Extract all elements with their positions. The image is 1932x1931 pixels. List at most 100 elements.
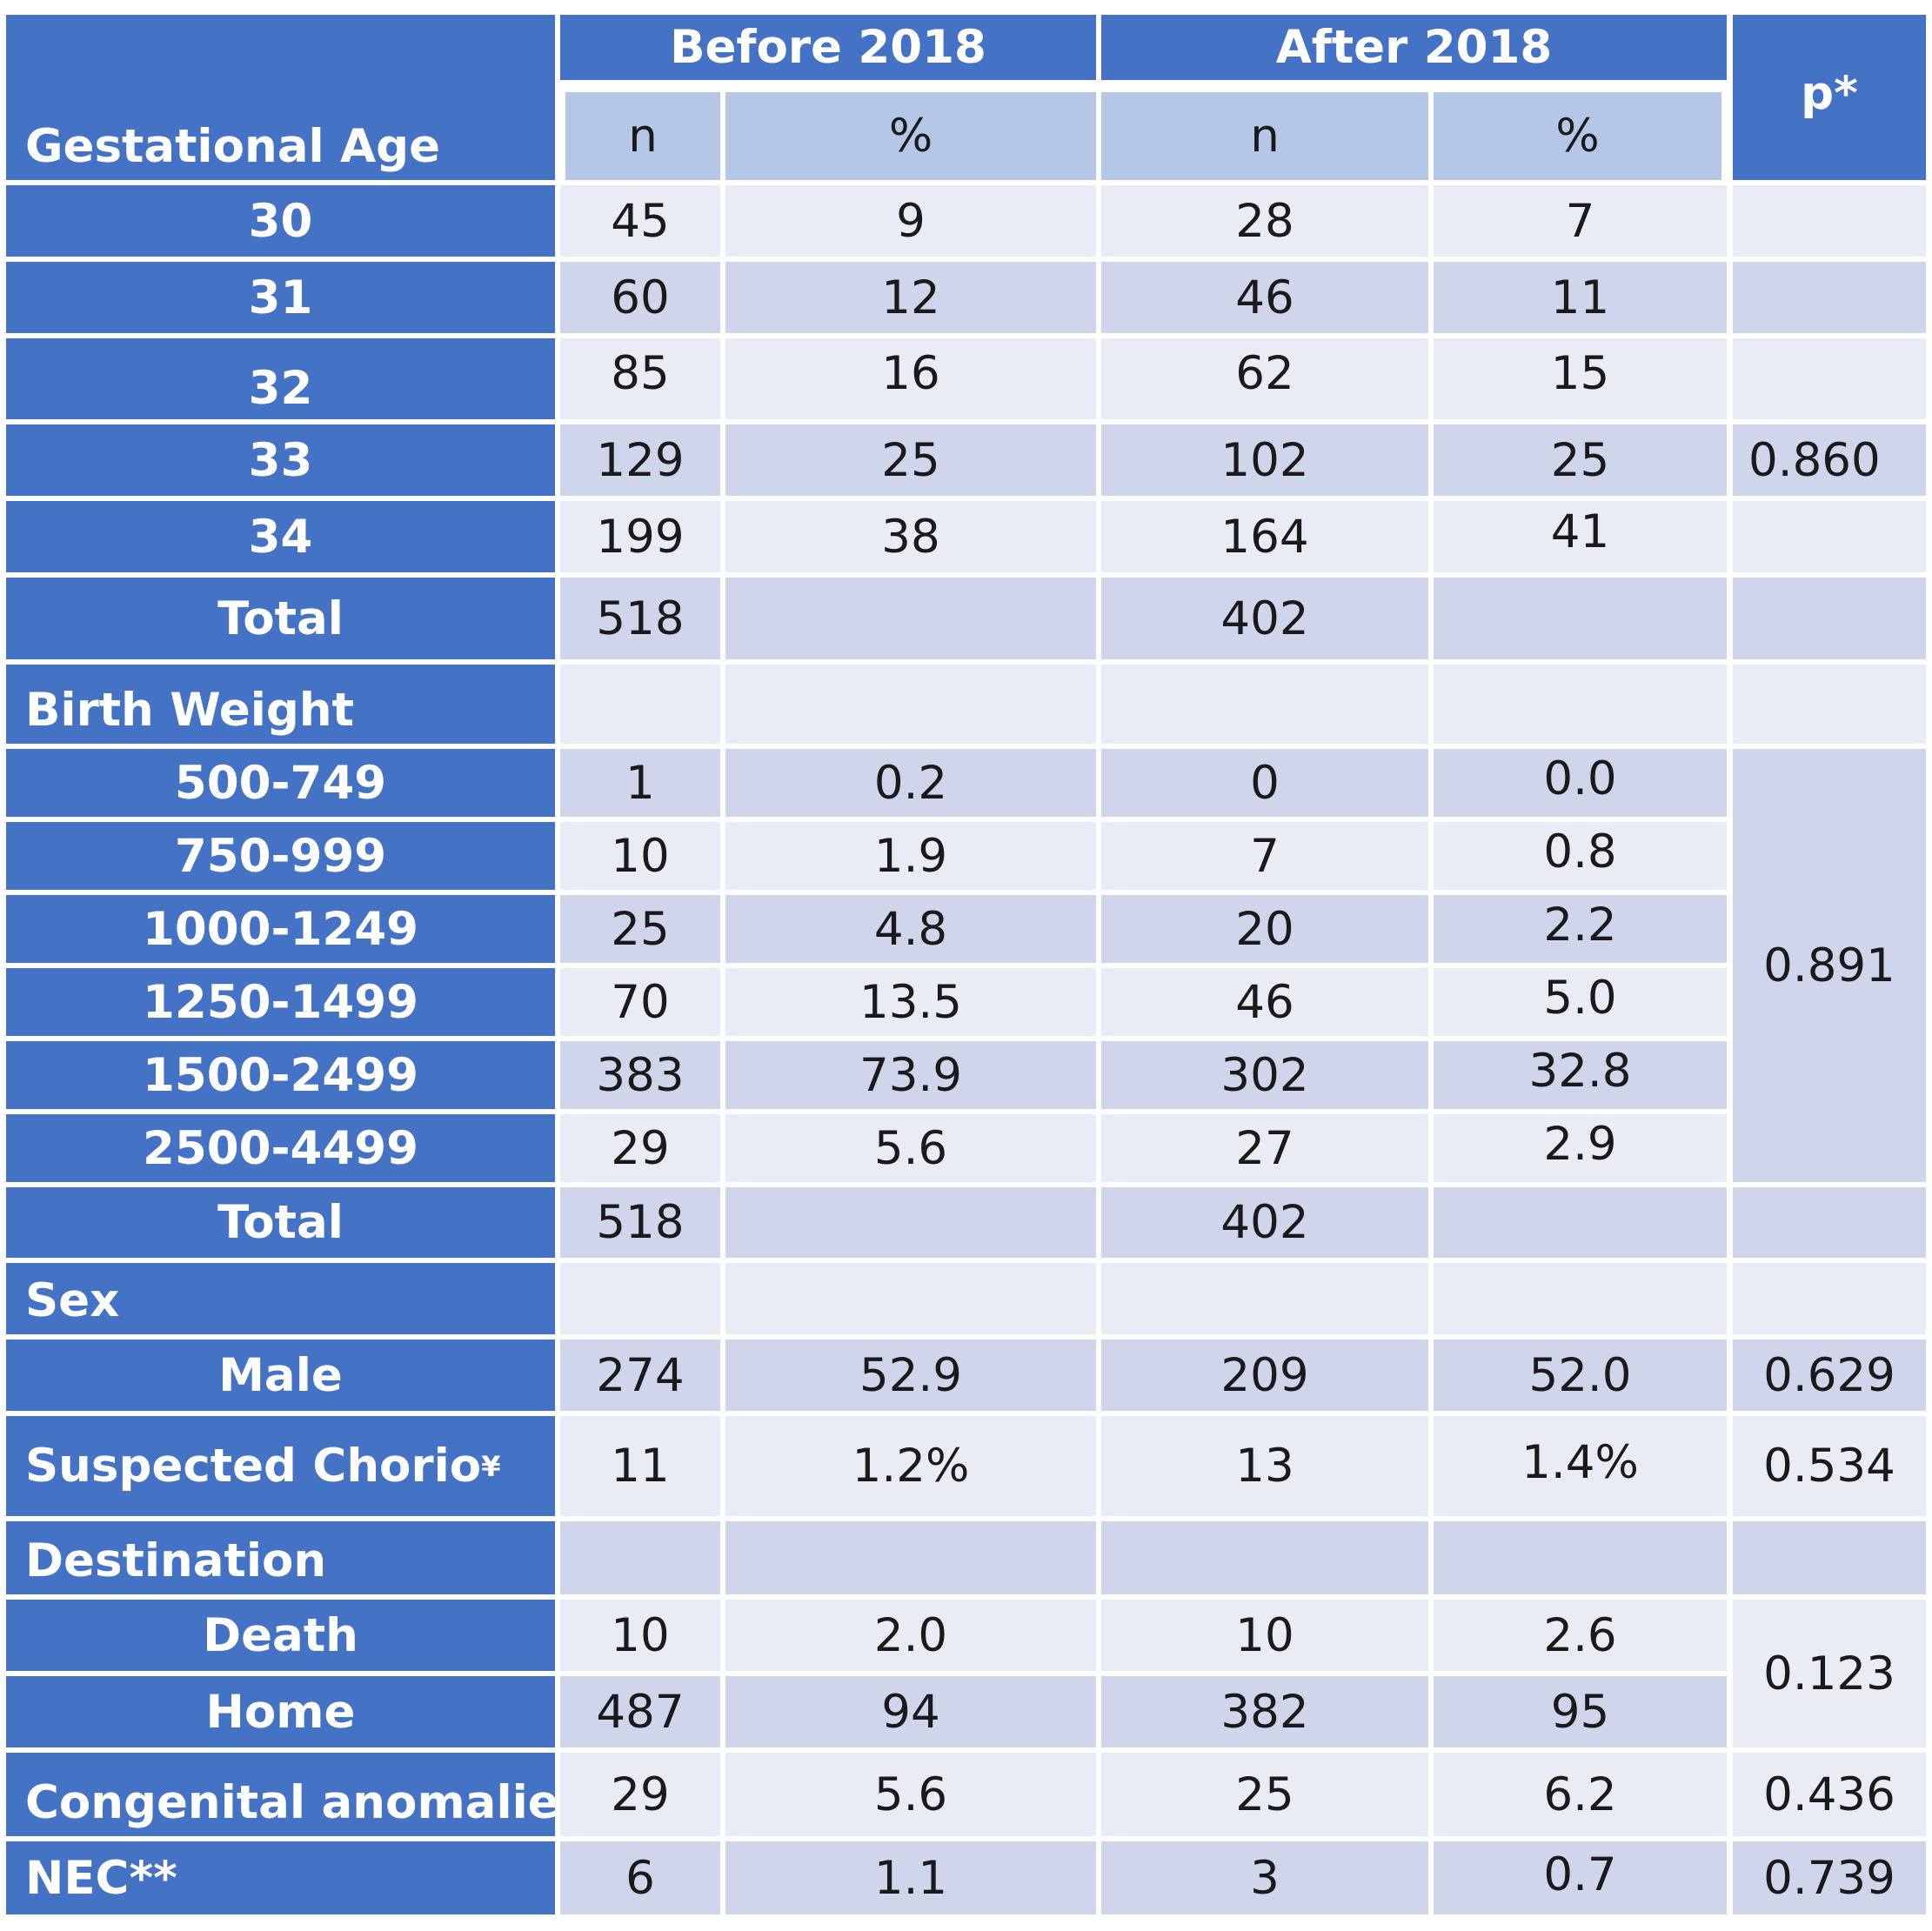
before-n-cell: 383	[557, 1038, 724, 1112]
before-pct-cell: 0.2	[722, 745, 1100, 820]
row-label: 31	[3, 258, 558, 337]
before-pct-cell: 25	[722, 421, 1100, 499]
p-value-cell: 0.436	[1729, 1749, 1929, 1840]
row-label: 30	[3, 182, 558, 260]
before-n-cell: 487	[557, 1673, 724, 1751]
row-label: Death	[3, 1596, 558, 1674]
before-n-cell: 10	[557, 1596, 724, 1674]
before-pct-cell: 16	[722, 335, 1100, 423]
after-pct-cell: 52.0	[1430, 1336, 1730, 1414]
empty-cell	[722, 661, 1100, 747]
empty-cell	[1098, 1518, 1432, 1598]
row-label: NEC**	[3, 1838, 558, 1918]
after-pct-cell: 15	[1430, 335, 1730, 423]
before-n-cell: 10	[557, 819, 724, 893]
p-value-header: p*	[1729, 11, 1929, 184]
row-label: Home	[3, 1673, 558, 1751]
before-pct-cell: 5.6	[722, 1749, 1100, 1840]
after-n-cell: 3	[1098, 1838, 1432, 1918]
p-value-cell	[1729, 182, 1929, 260]
row-label: 32	[3, 335, 558, 423]
empty-cell	[722, 1518, 1100, 1598]
empty-cell	[1430, 1518, 1730, 1598]
after-pct-cell: 0.0	[1430, 745, 1730, 820]
before-n-cell: 85	[557, 335, 724, 423]
after-pct-cell: 11	[1430, 258, 1730, 337]
after-n-cell: 10	[1098, 1596, 1432, 1674]
before-pct-cell: 52.9	[722, 1336, 1100, 1414]
after-pct-cell: 2.6	[1430, 1596, 1730, 1674]
empty-cell	[1098, 661, 1432, 747]
before-n-cell: 6	[557, 1838, 724, 1918]
gestational-age-header: Gestational Age	[3, 11, 558, 184]
destination-p-value: 0.123	[1729, 1596, 1929, 1751]
after-pct-cell: 2.9	[1430, 1111, 1730, 1186]
row-label: 750-999	[3, 819, 558, 893]
after-pct-cell: 1.4%	[1430, 1413, 1730, 1520]
empty-cell	[1430, 661, 1730, 747]
empty-cell	[557, 1518, 724, 1598]
p-value-cell: 0.629	[1729, 1336, 1929, 1414]
before-2018-header: Before 2018	[557, 11, 1100, 84]
after-n-cell: 7	[1098, 819, 1432, 893]
before-pct-cell: 94	[722, 1673, 1100, 1751]
after-n-cell: 20	[1098, 892, 1432, 966]
row-label: 500-749	[3, 745, 558, 820]
before-pct-cell: 13.5	[722, 965, 1100, 1039]
empty-cell	[1729, 1518, 1929, 1598]
row-label: 2500-4499	[3, 1111, 558, 1186]
after-n-cell: 25	[1098, 1749, 1432, 1840]
section-label: Sex	[3, 1259, 558, 1338]
p-value-cell	[1729, 574, 1929, 663]
before-n-cell: 518	[557, 574, 724, 663]
after-pct-cell: 32.8	[1430, 1038, 1730, 1112]
row-label: 1500-2499	[3, 1038, 558, 1112]
p-value-cell	[1729, 258, 1929, 337]
before-pct-cell: 1.1	[722, 1838, 1100, 1918]
after-n-cell: 28	[1098, 182, 1432, 260]
after-n-cell: 27	[1098, 1111, 1432, 1186]
empty-cell	[1098, 1259, 1432, 1338]
row-label: 33	[3, 421, 558, 499]
before-pct-cell: 2.0	[722, 1596, 1100, 1674]
empty-cell	[1729, 1259, 1929, 1338]
after-pct-cell	[1430, 574, 1730, 663]
section-label: Birth Weight	[3, 661, 558, 747]
before-pct-cell: 73.9	[722, 1038, 1100, 1112]
after-pct-cell	[1430, 1184, 1730, 1261]
before-pct-cell: 1.9	[722, 819, 1100, 893]
after-pct-cell: 95	[1430, 1673, 1730, 1751]
after-n-cell: 402	[1098, 1184, 1432, 1261]
empty-cell	[557, 1259, 724, 1338]
before-n-cell: 199	[557, 498, 724, 576]
after-pct-cell: 0.7	[1430, 1838, 1730, 1918]
after-n-cell: 46	[1098, 965, 1432, 1039]
before-n-cell: 60	[557, 258, 724, 337]
before-pct-header: %	[722, 84, 1100, 184]
after-pct-cell: 6.2	[1430, 1749, 1730, 1840]
before-n-cell: 274	[557, 1336, 724, 1414]
before-n-cell: 45	[557, 182, 724, 260]
after-2018-header: After 2018	[1098, 11, 1730, 84]
after-pct-cell: 41	[1430, 498, 1730, 576]
row-label: 1000-1249	[3, 892, 558, 966]
before-pct-cell	[722, 1184, 1100, 1261]
p-value-cell: 0.534	[1729, 1413, 1929, 1520]
before-pct-cell: 12	[722, 258, 1100, 337]
before-n-cell: 11	[557, 1413, 724, 1520]
row-label: Total	[3, 574, 558, 663]
row-label: Congenital anomalies	[3, 1749, 586, 1840]
chorio-label-text: Suspected Chorio	[25, 1440, 482, 1493]
p-value-cell	[1729, 335, 1929, 423]
p-value-cell	[1729, 498, 1929, 576]
p-value-cell	[1729, 1184, 1929, 1261]
empty-cell	[722, 1259, 1100, 1338]
row-label: Total	[3, 1184, 558, 1261]
section-label: Destination	[3, 1518, 558, 1598]
empty-cell	[1729, 661, 1929, 747]
after-pct-cell: 0.8	[1430, 819, 1730, 893]
row-label: Suspected Chorio ¥	[3, 1413, 558, 1520]
p-value-cell: 0.860	[1729, 421, 1929, 499]
empty-cell	[557, 661, 724, 747]
birth-weight-p-value: 0.891	[1729, 745, 1929, 1186]
